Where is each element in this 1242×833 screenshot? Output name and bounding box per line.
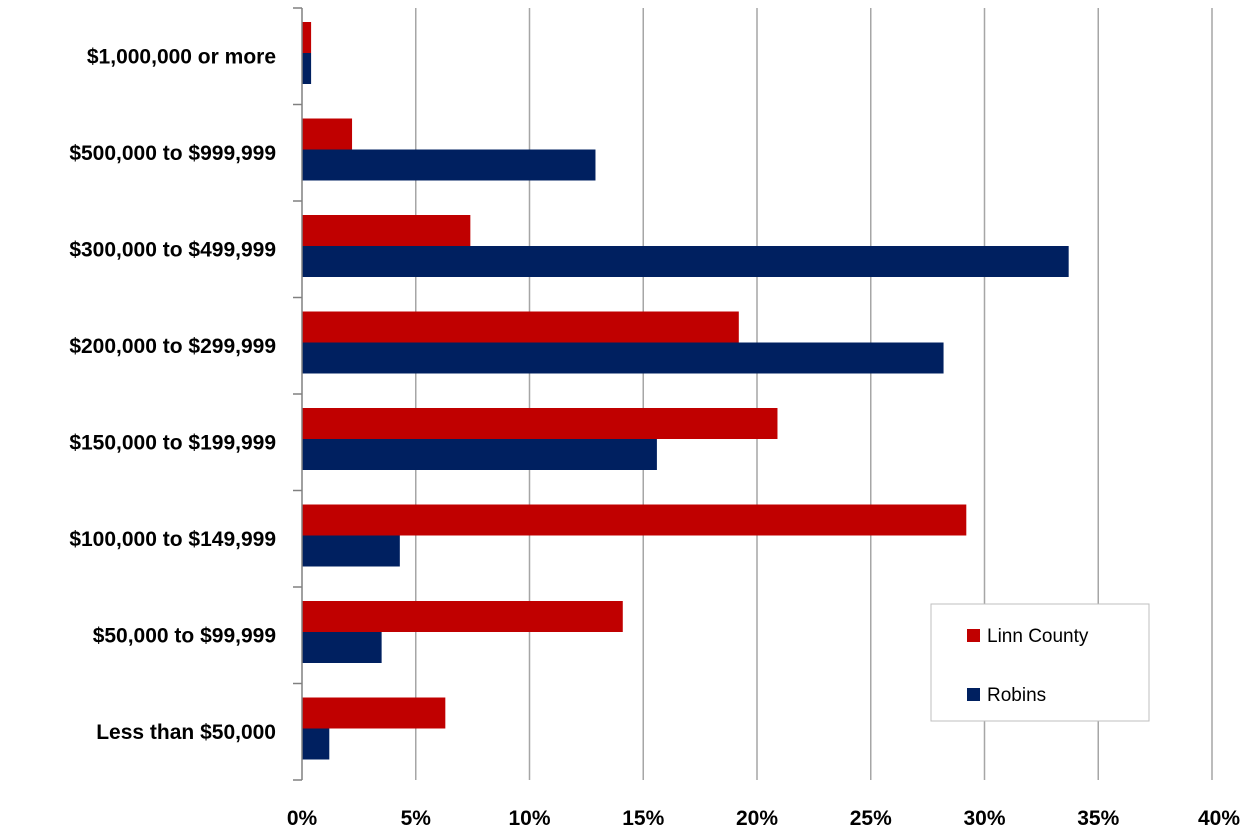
category-label: $200,000 to $299,999: [69, 335, 276, 358]
category-label: $50,000 to $99,999: [93, 624, 276, 647]
bar-linn-county-4: [302, 408, 778, 439]
legend-box: [930, 603, 1150, 722]
y-axis: [293, 7, 303, 781]
x-tick-label: 0%: [287, 807, 318, 830]
bar-robins-6: [302, 632, 382, 663]
x-tick-label: 15%: [622, 807, 664, 830]
category-label: $500,000 to $999,999: [69, 142, 276, 165]
bar-robins-1: [302, 149, 596, 181]
x-tick-label: 30%: [963, 807, 1005, 830]
category-label: Less than $50,000: [96, 721, 276, 744]
bar-linn-county-6: [302, 601, 623, 632]
legend-swatch-robins: [967, 688, 980, 701]
legend-label-robins: Robins: [987, 685, 1046, 706]
bar-robins-5: [302, 535, 400, 567]
bar-robins-3: [302, 342, 944, 374]
bar-linn-county-5: [302, 504, 967, 536]
x-tick-label: 20%: [736, 807, 778, 830]
x-tick-label: 35%: [1077, 807, 1119, 830]
x-tick-label: 5%: [401, 807, 432, 830]
bar-robins-7: [302, 728, 330, 760]
x-tick-label: 40%: [1198, 807, 1240, 830]
category-label: $1,000,000 or more: [87, 45, 276, 68]
bar-linn-county-0: [302, 22, 312, 53]
category-label: $300,000 to $499,999: [69, 238, 276, 261]
bar-linn-county-7: [302, 697, 446, 729]
legend: Linn County Robins: [930, 603, 1150, 722]
bar-robins-2: [302, 246, 1069, 277]
bar-linn-county-2: [302, 215, 471, 246]
x-tick-label: 25%: [850, 807, 892, 830]
legend-swatch-linn-county: [967, 629, 980, 642]
bars: [302, 22, 1069, 760]
x-tick-label: 10%: [508, 807, 550, 830]
bar-linn-county-1: [302, 118, 353, 150]
bar-robins-4: [302, 439, 657, 470]
gridlines: [415, 8, 1213, 780]
category-label: $150,000 to $199,999: [69, 431, 276, 454]
bar-robins-0: [302, 53, 312, 84]
bar-linn-county-3: [302, 311, 739, 343]
category-label: $100,000 to $149,999: [69, 528, 276, 551]
legend-label-linn-county: Linn County: [987, 626, 1089, 647]
category-labels: $1,000,000 or more $500,000 to $999,999 $3…: [69, 45, 276, 744]
x-tick-labels: 0% 5% 10% 15% 20% 25% 30% 35% 40%: [287, 807, 1241, 830]
